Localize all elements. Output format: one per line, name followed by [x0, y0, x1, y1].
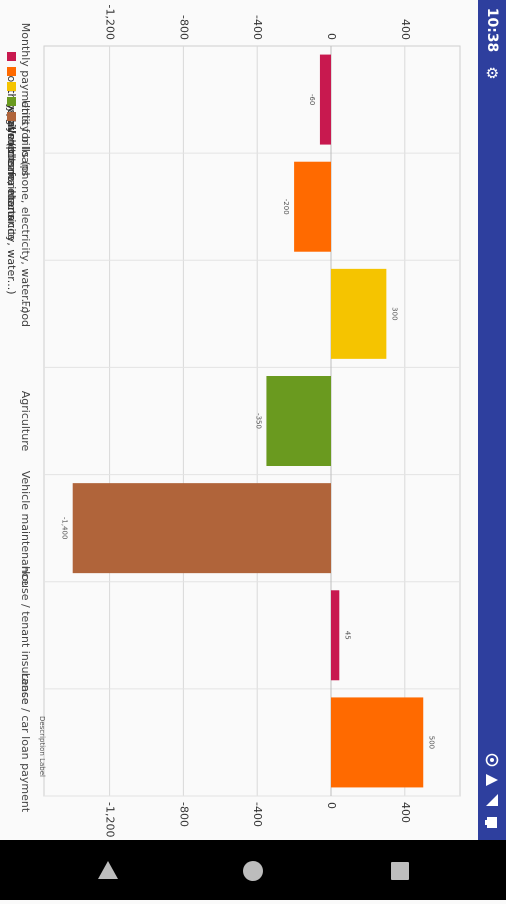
chart-value-labels: -60 -200 300 -350 -1,400 45 500 — [61, 94, 436, 749]
value-tick-label: 400 — [399, 802, 412, 823]
home-button[interactable] — [223, 840, 283, 900]
location-icon — [485, 753, 499, 767]
bar-value-label: -1,400 — [61, 517, 69, 540]
bar-value-label: -350 — [254, 413, 262, 429]
plot-frame — [43, 45, 461, 797]
chart-tick-labels: -1,200 -1,200 -800 -800 -400 -400 0 0 400 400 — [104, 5, 412, 838]
signal-icon — [486, 794, 498, 806]
home-icon — [243, 861, 263, 881]
value-tick-label: 0 — [325, 33, 338, 40]
bar-value-label: 45 — [343, 631, 351, 640]
value-tick-label: -1,200 — [104, 5, 117, 40]
back-button[interactable] — [78, 840, 138, 900]
recents-icon — [391, 862, 409, 880]
gear-icon: ⚙ — [483, 66, 501, 80]
category-label: Food — [19, 301, 32, 327]
bar — [331, 697, 424, 788]
legend-swatch — [7, 97, 16, 106]
bar-value-label: -60 — [308, 94, 316, 105]
bar — [331, 268, 387, 359]
chart-grid — [43, 45, 461, 797]
value-tick-label: -800 — [177, 802, 190, 827]
chart-bars — [72, 54, 424, 788]
recents-button[interactable] — [370, 840, 430, 900]
category-label: Utility bills (phone, electricity, water… — [19, 100, 32, 314]
category-label: Monthly payments for loans — [19, 23, 32, 177]
legend-swatch — [7, 52, 16, 61]
category-label: Vehicle maintenance — [19, 471, 32, 586]
value-tick-label: -1,200 — [104, 802, 117, 837]
battery-icon — [485, 817, 497, 828]
legend-swatch — [7, 82, 16, 91]
value-tick-label: -400 — [251, 15, 264, 40]
legend-label: Utility bills (phone, electricity, water… — [5, 81, 18, 295]
bar — [72, 483, 331, 574]
bar-value-label: -200 — [282, 199, 290, 215]
category-label: Agriculture — [19, 391, 32, 452]
back-icon — [98, 861, 118, 879]
bar-chart: -60 -200 300 -350 -1,400 45 500 -1,200 -1,200 -8… — [5, 5, 461, 838]
legend-label: Vehicle maintenance — [5, 126, 18, 241]
bar-value-label: 300 — [390, 307, 398, 320]
bar — [266, 376, 331, 466]
chart-description: Description Label — [38, 716, 46, 777]
wifi-icon — [486, 774, 498, 786]
value-tick-label: 0 — [325, 802, 338, 809]
legend-swatch — [7, 112, 16, 121]
category-label: House / tenant insurance — [19, 566, 32, 705]
legend-label: Agriculture — [5, 111, 18, 172]
value-tick-label: -800 — [177, 15, 190, 40]
bar-value-label: 500 — [427, 736, 435, 749]
value-tick-label: -400 — [251, 802, 264, 827]
category-label: Lease / car loan payment — [19, 673, 32, 813]
legend-swatch — [7, 67, 16, 76]
navigation-bar — [0, 840, 506, 900]
bar — [331, 590, 340, 681]
bar — [294, 161, 331, 252]
bar — [319, 54, 331, 145]
status-time: 10:38 — [484, 7, 500, 53]
value-tick-label: 400 — [399, 19, 412, 40]
status-bar: 10:38 ⚙ — [478, 0, 506, 840]
